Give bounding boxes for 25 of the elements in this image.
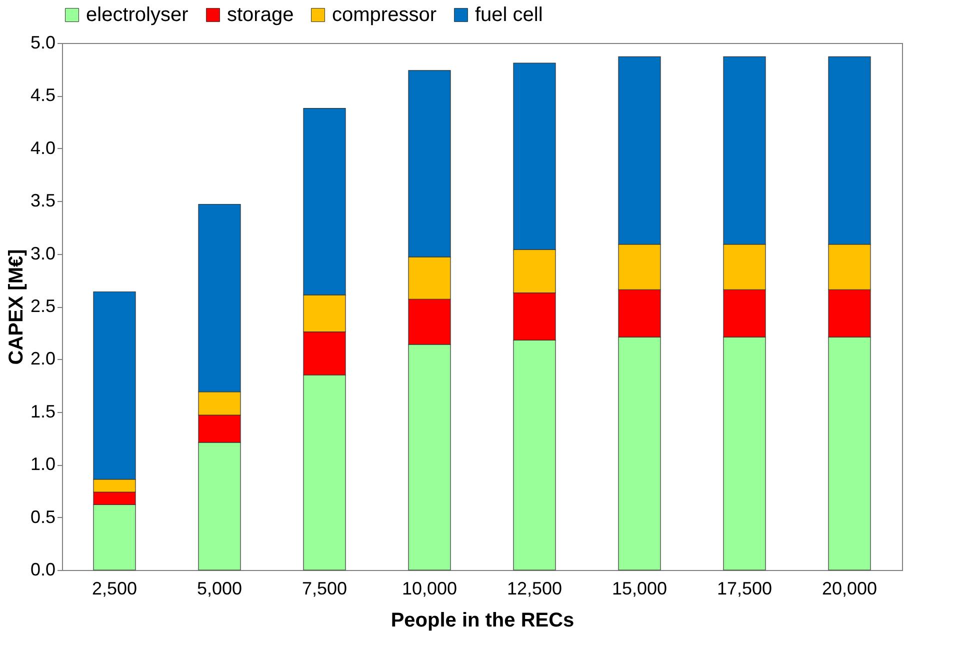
x-tick-label: 10,000 — [402, 578, 458, 598]
x-tick-label: 20,000 — [822, 578, 878, 598]
y-tick-label: 4.0 — [30, 138, 56, 158]
x-tick-label: 12,500 — [506, 578, 562, 598]
x-axis-title: People in the RECs — [390, 610, 574, 632]
y-tick-label: 3.5 — [30, 190, 56, 211]
legend-label: storage — [227, 4, 294, 26]
y-tick-label: 2.0 — [30, 348, 56, 369]
y-tick-label: 0.0 — [30, 560, 56, 580]
x-tick-label: 17,500 — [716, 578, 772, 598]
x-tick-label: 2,500 — [92, 578, 138, 598]
y-tick-label: 4.5 — [30, 85, 56, 106]
legend-label: compressor — [332, 4, 437, 26]
y-tick-label: 3.0 — [30, 243, 56, 264]
y-tick-label: 2.5 — [30, 296, 56, 316]
legend-label: electrolyser — [86, 4, 189, 26]
x-tick-label: 15,000 — [612, 578, 668, 598]
y-tick-label: 0.5 — [30, 506, 56, 527]
y-tick-label: 1.5 — [30, 401, 56, 422]
x-tick-label: 5,000 — [196, 578, 242, 598]
x-tick-label: 7,500 — [302, 578, 348, 598]
y-tick-label: 1.0 — [30, 454, 56, 474]
y-axis-title: CAPEX [M€] — [5, 249, 28, 365]
legend-label: fuel cell — [475, 4, 543, 26]
y-tick-label: 5.0 — [30, 32, 56, 52]
